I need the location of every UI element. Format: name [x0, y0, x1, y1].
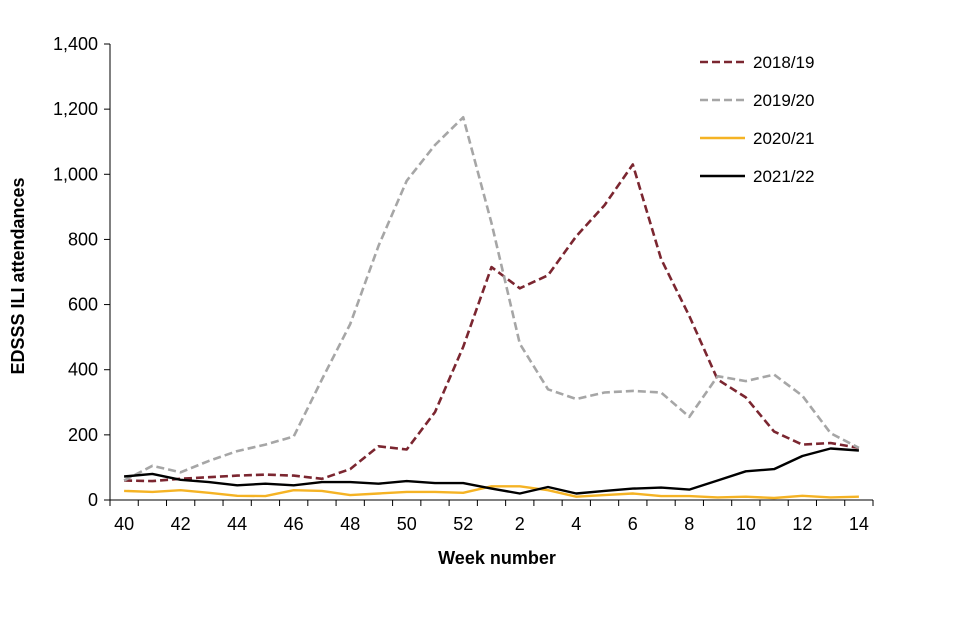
- x-tick-label: 6: [628, 514, 638, 534]
- y-axis-title: EDSSS ILI attendances: [8, 177, 28, 374]
- legend-label: 2018/19: [753, 53, 814, 72]
- series-line-2020-21: [124, 485, 859, 500]
- x-tick-label: 52: [453, 514, 473, 534]
- x-tick-label: 12: [792, 514, 812, 534]
- x-tick-label: 40: [114, 514, 134, 534]
- x-tick-label: 44: [227, 514, 247, 534]
- y-tick-label: 200: [68, 425, 98, 445]
- series-line-2019-20: [123, 116, 860, 482]
- legend-label: 2020/21: [753, 129, 814, 148]
- y-tick-label: 1,200: [53, 99, 98, 119]
- y-tick-label: 0: [88, 490, 98, 510]
- series-lines: [123, 116, 860, 500]
- y-tick-label: 1,400: [53, 34, 98, 54]
- x-axis-title: Week number: [438, 548, 556, 568]
- legend: 2018/19 2019/20 2020/21 2021/22: [700, 53, 814, 186]
- series-line-2018-19: [124, 163, 860, 483]
- x-tick-label: 14: [849, 514, 869, 534]
- x-tick-label: 2: [515, 514, 525, 534]
- series-line-2021-22: [123, 447, 859, 495]
- x-tick-label: 48: [340, 514, 360, 534]
- x-tick-label: 50: [397, 514, 417, 534]
- y-tick-label: 1,000: [53, 164, 98, 184]
- y-tick-label: 800: [68, 229, 98, 249]
- x-tick-label: 42: [171, 514, 191, 534]
- x-tick-label: 46: [284, 514, 304, 534]
- x-tick-label: 4: [571, 514, 581, 534]
- legend-label: 2019/20: [753, 91, 814, 110]
- x-tick-label: 8: [684, 514, 694, 534]
- legend-label: 2021/22: [753, 167, 814, 186]
- y-tick-label: 400: [68, 360, 98, 380]
- x-tick-label: 10: [736, 514, 756, 534]
- y-tick-label: 600: [68, 295, 98, 315]
